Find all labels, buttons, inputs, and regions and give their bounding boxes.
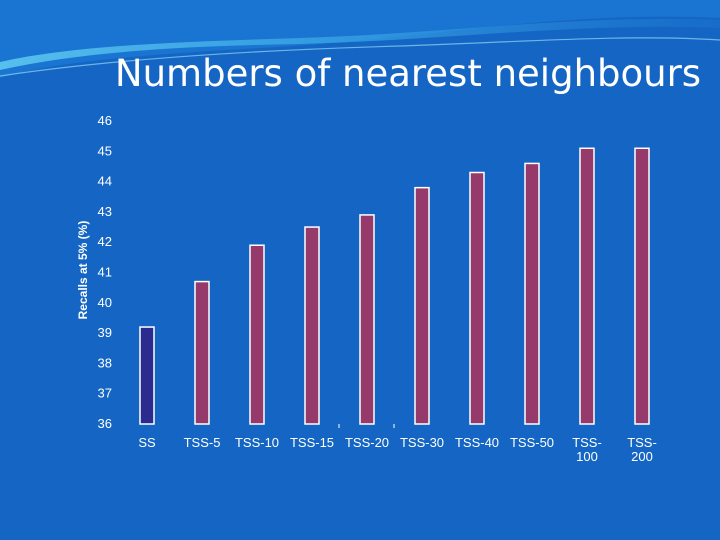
x-tick-label: TSS-30 [400, 435, 444, 450]
y-tick-label: 43 [98, 204, 112, 219]
bars [139, 147, 650, 425]
x-tick-label: TSS-20 [345, 435, 389, 450]
y-tick-label: 37 [98, 386, 112, 401]
bar-tss-200 [634, 147, 650, 425]
bar-tss-15 [304, 226, 320, 425]
bar-tss-5 [194, 280, 210, 425]
y-tick-label: 44 [98, 174, 112, 189]
bar-tss-50 [524, 162, 540, 425]
y-tick-label: 38 [98, 355, 112, 370]
header-swoosh-line [0, 37, 720, 77]
x-tick-label: TSS-100 [572, 435, 602, 464]
bar-tss-20 [359, 214, 375, 425]
x-tick-label: TSS-50 [510, 435, 554, 450]
y-axis-ticks: 36 37 38 39 40 41 42 43 44 45 46 [98, 113, 112, 431]
bar-tss-40 [469, 171, 485, 425]
x-tick-label: SS [138, 435, 156, 450]
y-tick-label: 36 [98, 416, 112, 431]
y-tick-label: 45 [98, 143, 112, 158]
x-tick-label: TSS-40 [455, 435, 499, 450]
bar-tss-100 [579, 147, 595, 425]
y-tick-label: 40 [98, 295, 112, 310]
x-tick-label: TSS-5 [184, 435, 221, 450]
bar-ss [139, 326, 155, 425]
bar-tss-10 [249, 244, 265, 425]
slide-title: Numbers of nearest neighbours [114, 52, 702, 95]
x-tick-label: TSS-15 [290, 435, 334, 450]
x-axis-labels: SS TSS-5 TSS-10 TSS-15 TSS-20 TSS-30 TSS-40 TSS… [138, 435, 656, 464]
y-axis-title: Recalls at 5% (%) [76, 221, 90, 320]
bar-tss-30 [414, 186, 430, 425]
y-tick-label: 39 [98, 325, 112, 340]
header-swoosh-light [0, 18, 720, 70]
y-tick-label: 42 [98, 234, 112, 249]
y-tick-label: 46 [98, 113, 112, 128]
x-tick-label: TSS-200 [627, 435, 657, 464]
y-tick-label: 41 [98, 265, 112, 280]
x-tick-label: TSS-10 [235, 435, 279, 450]
